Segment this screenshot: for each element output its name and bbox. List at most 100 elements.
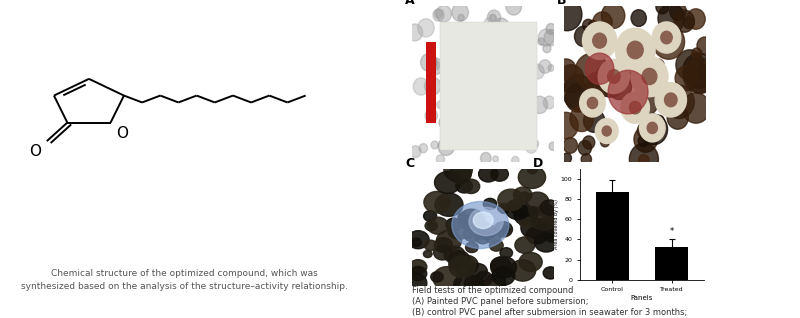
Circle shape [519, 217, 532, 228]
Circle shape [541, 200, 559, 215]
Circle shape [566, 83, 592, 112]
Circle shape [630, 101, 641, 114]
Circle shape [642, 65, 658, 83]
Circle shape [446, 218, 462, 231]
Circle shape [658, 27, 666, 37]
Circle shape [583, 109, 605, 132]
Circle shape [512, 109, 520, 118]
Circle shape [543, 267, 558, 279]
Circle shape [477, 221, 490, 232]
Text: Chemical structure of the optimized compound, which was
synthesized based on the: Chemical structure of the optimized comp… [21, 269, 347, 291]
Circle shape [607, 70, 620, 83]
Circle shape [410, 259, 427, 274]
Circle shape [582, 22, 617, 59]
Circle shape [510, 260, 536, 281]
Circle shape [607, 73, 631, 100]
Circle shape [433, 9, 444, 21]
Circle shape [692, 48, 702, 59]
Circle shape [638, 135, 648, 146]
Circle shape [487, 10, 501, 25]
Circle shape [630, 143, 658, 175]
Circle shape [654, 115, 665, 127]
Circle shape [419, 143, 427, 153]
Circle shape [608, 70, 648, 114]
Circle shape [647, 122, 658, 134]
Circle shape [486, 66, 495, 76]
Circle shape [602, 126, 611, 136]
Circle shape [663, 85, 694, 119]
X-axis label: Panels: Panels [631, 295, 653, 301]
Circle shape [475, 231, 490, 244]
Circle shape [682, 53, 714, 88]
Circle shape [595, 63, 626, 97]
Circle shape [425, 221, 438, 231]
Circle shape [638, 122, 653, 139]
Circle shape [534, 233, 558, 252]
Circle shape [465, 53, 480, 70]
Circle shape [414, 78, 429, 95]
Circle shape [437, 230, 462, 251]
Circle shape [399, 272, 427, 294]
Circle shape [627, 41, 643, 59]
Circle shape [514, 187, 532, 203]
Circle shape [532, 96, 547, 114]
Circle shape [490, 117, 496, 125]
Circle shape [433, 266, 462, 290]
Circle shape [665, 93, 677, 107]
Circle shape [470, 67, 483, 80]
Circle shape [506, 199, 530, 219]
Circle shape [558, 65, 584, 93]
Circle shape [538, 38, 545, 45]
Circle shape [675, 66, 698, 91]
Circle shape [619, 45, 628, 55]
Circle shape [543, 44, 551, 53]
Circle shape [688, 68, 697, 78]
Circle shape [501, 111, 511, 123]
Circle shape [683, 17, 694, 29]
Circle shape [456, 179, 473, 193]
Circle shape [498, 189, 524, 211]
Bar [426, 42, 436, 123]
Circle shape [494, 222, 513, 237]
Circle shape [478, 224, 496, 239]
Circle shape [634, 126, 658, 152]
Circle shape [442, 66, 454, 79]
Circle shape [638, 155, 649, 166]
Circle shape [425, 77, 441, 95]
Circle shape [574, 26, 594, 47]
Circle shape [586, 53, 614, 84]
Circle shape [458, 209, 485, 231]
Circle shape [434, 238, 452, 252]
Circle shape [465, 231, 474, 238]
Circle shape [491, 167, 508, 181]
Circle shape [676, 50, 704, 80]
Circle shape [431, 141, 438, 149]
Circle shape [514, 205, 538, 225]
Circle shape [500, 111, 517, 129]
Circle shape [493, 156, 498, 162]
Circle shape [595, 119, 618, 143]
Circle shape [430, 272, 443, 282]
Circle shape [506, 110, 517, 121]
Circle shape [468, 63, 477, 73]
Circle shape [524, 70, 530, 77]
Circle shape [531, 140, 538, 148]
Circle shape [578, 141, 591, 155]
Circle shape [500, 248, 513, 258]
Circle shape [435, 193, 463, 216]
Circle shape [510, 96, 518, 105]
Text: D: D [533, 157, 543, 170]
Circle shape [562, 75, 594, 110]
Circle shape [483, 198, 497, 210]
Text: C: C [405, 157, 414, 170]
Circle shape [581, 154, 591, 165]
Circle shape [463, 226, 482, 242]
Circle shape [546, 24, 556, 34]
Circle shape [436, 155, 445, 164]
Circle shape [682, 93, 710, 123]
Circle shape [407, 231, 429, 249]
Circle shape [674, 10, 694, 32]
Circle shape [494, 18, 509, 34]
Circle shape [459, 83, 471, 97]
Circle shape [518, 166, 546, 189]
